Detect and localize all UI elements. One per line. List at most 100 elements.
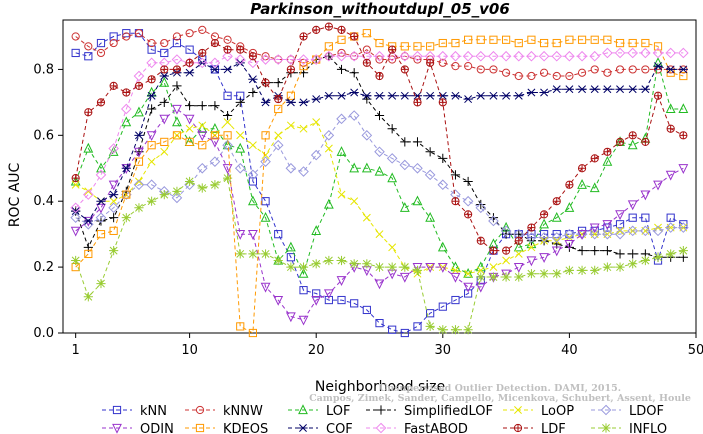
data-point-simplifiedlof xyxy=(197,101,207,111)
data-point-fastabod xyxy=(500,50,512,62)
y-tick-label: 0.6 xyxy=(33,128,54,143)
data-point-lof xyxy=(551,211,562,222)
data-point-lof xyxy=(539,218,549,229)
data-point-fastabod xyxy=(133,70,145,82)
data-point-kdeos xyxy=(413,42,422,51)
data-point-knn xyxy=(679,220,688,229)
data-point-simplifiedlof xyxy=(463,176,473,187)
data-point-kdeos xyxy=(84,249,93,259)
data-point-kdeos xyxy=(210,131,220,140)
data-point-knn xyxy=(324,295,333,305)
legend-item-cof: COF xyxy=(288,422,353,434)
data-point-ldof xyxy=(386,153,398,164)
data-point-fastabod xyxy=(108,143,119,154)
data-point-inflo xyxy=(134,203,144,213)
legend-marker xyxy=(514,406,522,414)
data-point-kdeos xyxy=(261,131,270,140)
data-point-kdeos xyxy=(185,137,194,147)
data-point-cof xyxy=(501,91,511,100)
data-point-kdeos xyxy=(565,35,574,44)
data-point-lof xyxy=(134,106,144,117)
data-point-loop xyxy=(147,157,156,166)
data-point-ldof xyxy=(500,225,512,237)
data-point-cof xyxy=(564,85,574,94)
x-tick-label: 10 xyxy=(181,343,198,358)
data-point-inflo xyxy=(628,259,638,269)
data-point-simplifiedlof xyxy=(438,153,448,163)
data-point-inflo xyxy=(71,255,81,266)
data-point-cof xyxy=(121,164,131,173)
data-point-loop xyxy=(514,249,523,258)
data-point-odin xyxy=(678,164,689,174)
data-point-inflo xyxy=(147,196,157,206)
data-point-ldf xyxy=(388,45,397,54)
data-point-fastabod xyxy=(678,47,689,59)
data-point-knn xyxy=(109,32,118,41)
data-point-knnw xyxy=(464,62,473,71)
data-point-cof xyxy=(159,72,169,80)
data-point-inflo xyxy=(590,265,600,275)
data-point-odin xyxy=(412,263,423,273)
data-point-cof xyxy=(185,68,195,77)
data-point-kdeos xyxy=(464,35,473,44)
data-point-odin xyxy=(501,269,512,280)
data-point-fastabod xyxy=(602,47,613,59)
x-tick-label: 40 xyxy=(561,343,578,358)
data-point-lof xyxy=(678,103,689,114)
data-point-kdeos xyxy=(451,38,460,48)
data-point-ldf xyxy=(590,154,599,163)
data-point-ldf xyxy=(438,98,447,107)
data-point-knnw xyxy=(641,65,650,74)
data-point-kdeos xyxy=(362,29,371,38)
data-point-knnw xyxy=(552,71,561,81)
data-point-lof xyxy=(285,241,296,252)
data-point-cof xyxy=(488,91,499,100)
data-point-ldf xyxy=(109,81,118,90)
data-point-kdeos xyxy=(400,42,409,51)
data-point-simplifiedlof xyxy=(172,81,182,91)
data-point-cof xyxy=(374,91,385,100)
data-point-ldof xyxy=(83,218,94,230)
data-point-odin xyxy=(425,263,436,273)
data-point-kdeos xyxy=(628,38,637,48)
data-point-cof xyxy=(71,207,81,216)
data-point-ldof xyxy=(462,195,474,207)
data-point-inflo xyxy=(349,259,359,269)
data-point-kdeos xyxy=(552,38,561,48)
legend: kNN kNNW LOF SimplifiedLOF LoOP LDOF ODIN KDEOS… xyxy=(102,404,667,434)
data-point-inflo xyxy=(210,180,220,190)
watermark-line-1: Campos, Zimek, Sander, Campello, Micenko… xyxy=(309,393,691,404)
data-point-simplifiedlof xyxy=(602,246,612,256)
data-point-loop xyxy=(616,226,624,235)
data-point-fastabod xyxy=(614,47,626,59)
data-point-ldof xyxy=(526,232,537,243)
data-point-cof xyxy=(286,98,296,107)
data-point-odin xyxy=(602,220,613,230)
data-point-ldf xyxy=(527,223,536,232)
data-point-ldf xyxy=(539,210,549,219)
data-point-kdeos xyxy=(577,35,587,44)
data-point-ldof xyxy=(120,189,132,200)
axes: 1 10 20 30 40 50 0.0 0.2 0.4 0.6 0.8 xyxy=(33,19,703,358)
data-point-inflo xyxy=(450,325,461,335)
data-point-knn xyxy=(426,309,435,318)
data-point-knn xyxy=(172,38,182,48)
data-point-knnw xyxy=(590,65,599,74)
data-point-inflo xyxy=(425,321,435,332)
data-point-fastabod xyxy=(640,47,651,59)
data-point-knn xyxy=(84,52,93,61)
data-point-fastabod xyxy=(146,57,157,69)
data-point-knn xyxy=(96,38,106,48)
data-point-ldof xyxy=(196,162,208,174)
series-line-knnw xyxy=(75,29,684,77)
data-point-ldof xyxy=(488,215,499,227)
data-point-cof xyxy=(222,65,233,74)
data-point-loop xyxy=(337,190,346,199)
legend-marker xyxy=(298,424,308,432)
data-point-odin xyxy=(311,295,322,306)
legend-label: LDOF xyxy=(629,404,664,419)
data-point-loop xyxy=(502,256,511,265)
x-tick-label: 50 xyxy=(688,343,703,358)
data-point-inflo xyxy=(640,255,650,266)
data-point-ldf xyxy=(350,32,359,41)
